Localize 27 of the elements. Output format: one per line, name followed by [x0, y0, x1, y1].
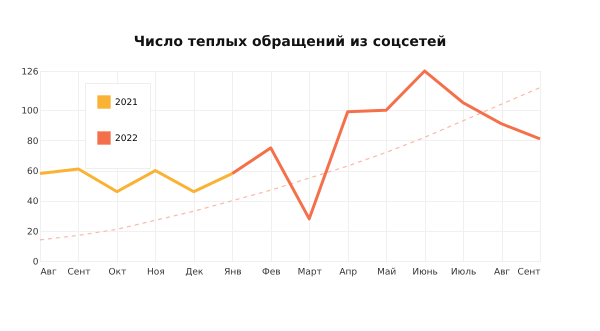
y-tick-label: 20: [27, 227, 39, 238]
line-series: [39, 86, 541, 240]
x-tick-label: Янв: [224, 268, 242, 278]
x-tick-label: Май: [377, 268, 396, 278]
x-tick-label: Сент: [67, 268, 90, 278]
x-tick-label: Фев: [262, 268, 281, 278]
y-tick-label: 0: [32, 258, 39, 268]
x-tick-label: Ноя: [147, 268, 165, 278]
x-tick-label: Сент: [518, 268, 540, 278]
legend-label: 2022: [115, 134, 138, 144]
y-tick-label: 126: [21, 68, 39, 78]
x-tick-label: Июль: [450, 268, 476, 278]
x-tick-label: Окт: [108, 268, 126, 278]
chart-title: Число теплых обращений из соцсетей: [134, 34, 446, 50]
x-tick-label: Апр: [339, 268, 358, 278]
y-tick-label: 100: [21, 106, 39, 117]
line-series: [230, 70, 542, 220]
x-tick-label: Дек: [185, 268, 204, 278]
y-tick-label: 60: [27, 167, 39, 178]
y-tick-label: 80: [27, 136, 39, 147]
line-series: [38, 168, 234, 194]
x-tick-label: Авг: [494, 268, 510, 278]
y-tick-label: 40: [27, 197, 39, 208]
legend-label: 2021: [115, 98, 138, 108]
x-tick-label: Авг: [40, 268, 57, 278]
x-tick-label: Март: [298, 268, 322, 278]
x-tick-label: Июнь: [412, 268, 438, 278]
